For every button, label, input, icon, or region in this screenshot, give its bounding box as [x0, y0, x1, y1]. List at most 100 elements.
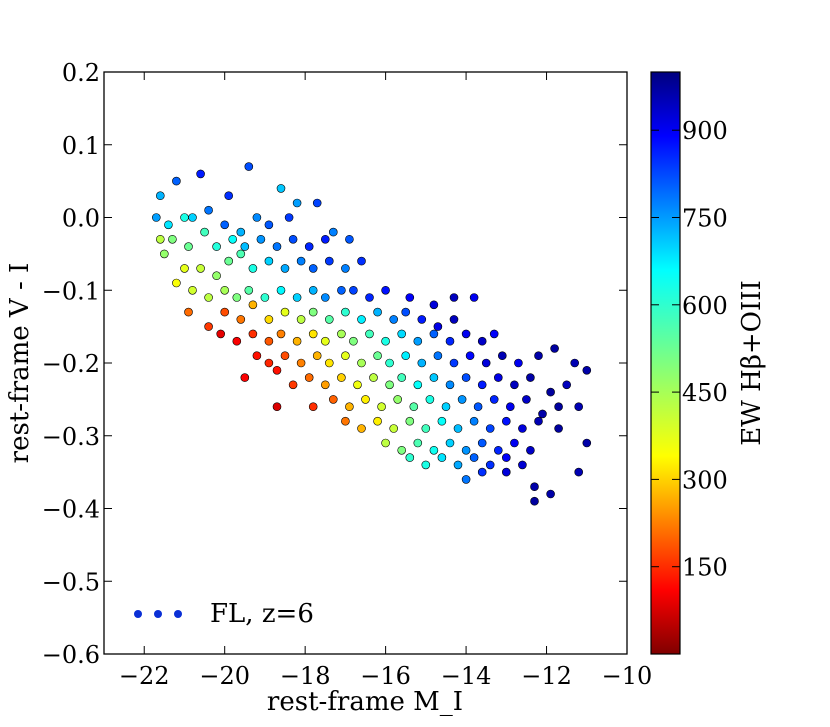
data-point — [421, 460, 431, 470]
data-point — [401, 307, 411, 317]
data-point — [574, 467, 584, 477]
data-point — [180, 213, 189, 222]
scatter-points — [152, 162, 592, 506]
data-point — [357, 315, 366, 324]
data-point — [236, 315, 246, 324]
x-tick-label: −10 — [602, 662, 653, 690]
data-point — [308, 402, 318, 412]
data-point — [296, 256, 306, 266]
data-point — [526, 373, 535, 382]
data-point — [337, 329, 346, 339]
data-point — [236, 249, 246, 259]
data-point — [280, 264, 290, 273]
data-point — [152, 213, 161, 222]
data-point — [341, 307, 350, 317]
x-tick-label: −20 — [199, 662, 250, 690]
data-point — [489, 395, 499, 404]
data-point — [345, 402, 354, 412]
data-point — [397, 373, 407, 382]
data-point — [184, 307, 193, 317]
data-point — [204, 322, 213, 331]
y-tick-label: −0.5 — [42, 568, 100, 596]
data-point — [216, 329, 225, 339]
data-point — [522, 395, 531, 404]
y-tick-label: −0.6 — [42, 641, 100, 669]
data-point — [212, 271, 221, 281]
data-point — [341, 351, 350, 361]
data-point — [381, 438, 390, 448]
data-point — [433, 322, 443, 331]
data-point — [337, 373, 346, 382]
y-tick-label: −0.4 — [42, 496, 100, 524]
data-point — [240, 373, 250, 382]
data-point — [264, 315, 274, 324]
data-point — [477, 380, 487, 390]
data-point — [200, 227, 209, 237]
data-point — [308, 329, 318, 339]
data-point — [389, 315, 399, 324]
data-point — [493, 445, 503, 455]
x-tick-label: −12 — [521, 662, 572, 690]
data-point — [357, 256, 366, 266]
data-point — [469, 453, 479, 462]
data-point — [518, 424, 527, 433]
data-point — [485, 424, 495, 433]
data-point — [276, 184, 286, 193]
data-point — [489, 329, 499, 339]
data-point — [417, 358, 427, 368]
data-point — [232, 293, 242, 302]
data-point — [292, 198, 302, 208]
colorbar: 150 300 450 600 750 900 EW Hβ+OIII — [650, 71, 767, 655]
data-point — [272, 365, 282, 375]
data-point — [501, 453, 511, 462]
data-point — [280, 307, 290, 317]
colorbar-tick-label: 750 — [682, 205, 728, 233]
data-point — [324, 256, 334, 266]
data-point — [264, 256, 274, 266]
data-point — [224, 191, 233, 200]
data-point — [320, 380, 330, 390]
data-point — [429, 329, 439, 339]
data-point — [413, 438, 423, 448]
data-point — [248, 264, 258, 273]
data-point — [373, 307, 382, 317]
y-tick-label: −0.3 — [42, 423, 100, 451]
data-point — [276, 285, 286, 295]
data-point — [228, 235, 237, 244]
data-point — [337, 285, 346, 295]
data-point — [518, 460, 527, 470]
data-point — [429, 373, 439, 382]
data-point — [304, 242, 314, 251]
data-point — [397, 445, 407, 455]
data-point — [224, 256, 233, 266]
data-point — [429, 300, 439, 310]
data-point — [445, 438, 455, 448]
data-point — [445, 336, 455, 346]
data-point — [546, 489, 555, 499]
data-point — [252, 213, 262, 222]
data-point — [312, 198, 322, 208]
data-point — [341, 264, 350, 273]
data-point — [284, 213, 294, 222]
data-point — [530, 496, 539, 506]
data-point — [413, 380, 423, 390]
data-point — [204, 293, 213, 302]
legend-label: FL, z=6 — [210, 599, 314, 629]
colorbar-label: EW Hβ+OIII — [737, 280, 767, 446]
data-point — [562, 380, 572, 390]
data-point — [530, 482, 539, 492]
data-point — [409, 402, 419, 412]
data-point — [461, 445, 471, 455]
data-point — [252, 351, 262, 361]
data-point — [168, 235, 177, 244]
data-point — [320, 336, 330, 346]
data-point — [324, 315, 334, 324]
data-point — [260, 293, 270, 302]
data-point — [220, 307, 229, 317]
data-point — [156, 235, 165, 244]
data-point — [188, 213, 197, 222]
data-point — [188, 285, 197, 295]
colorbar-tick-label: 450 — [682, 379, 728, 407]
data-point — [180, 264, 189, 273]
data-point — [505, 402, 515, 412]
